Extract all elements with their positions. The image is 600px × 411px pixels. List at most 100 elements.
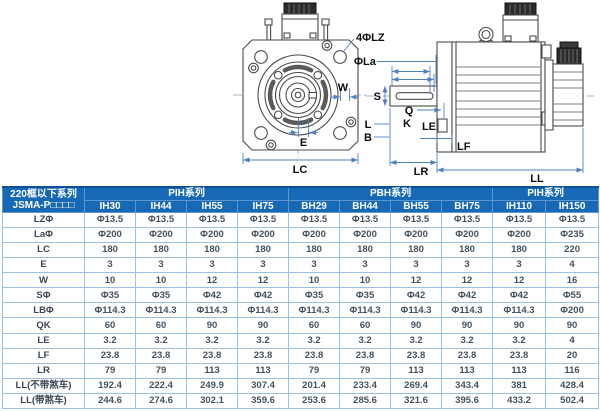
row-label: LE (2, 332, 85, 349)
value-cell: 116 (545, 362, 600, 379)
value-cell: Φ13.5 (236, 211, 290, 229)
value-cell: 3 (288, 257, 341, 274)
value-cell: 12 (441, 272, 494, 289)
value-cell: Φ13.5 (492, 211, 547, 229)
side-view (366, 2, 594, 153)
value-cell: 201.4 (288, 377, 341, 394)
value-cell: Φ13.5 (545, 211, 600, 229)
value-cell: 90 (186, 317, 238, 334)
value-cell: 60 (339, 317, 392, 334)
table-column-header-row: IH30 IH44 IH55 IH75 BH29 BH44 BH55 BH75 … (3, 199, 600, 213)
value-cell: 180 (339, 242, 392, 259)
mount-hole (254, 126, 268, 140)
value-cell: 10 (135, 272, 187, 289)
value-cell: 3.2 (135, 332, 187, 349)
pin-right (321, 18, 330, 26)
value-cell: 222.4 (135, 377, 187, 394)
value-cell: Φ235 (545, 227, 600, 244)
value-cell: Φ200 (288, 227, 341, 244)
motor-body (451, 41, 546, 153)
value-cell: Φ114.3 (84, 302, 136, 319)
value-cell: 12 (186, 272, 238, 289)
value-cell: Φ200 (135, 227, 187, 244)
value-cell: 3 (441, 257, 494, 274)
value-cell: Φ13.5 (135, 211, 187, 229)
spec-table-body: LZΦ Φ13.5 Φ13.5 Φ13.5 Φ13.5 Φ13.5 Φ13.5 Φ13.5 Φ1… (2, 211, 600, 410)
spec-table: 220框以下系列 JSMA-P□□□□ PIH系列 PBH系列 PIH系列 IH… (2, 186, 600, 410)
value-cell: Φ114.3 (339, 302, 392, 319)
value-cell: 60 (135, 317, 187, 334)
series-title-cell: 220框以下系列 JSMA-P□□□□ (2, 186, 85, 213)
column-header: IH150 (545, 199, 600, 213)
column-header: BH44 (339, 199, 392, 213)
value-cell: 60 (288, 317, 341, 334)
label-l: L (365, 119, 372, 131)
value-cell: Φ200 (492, 227, 547, 244)
value-cell: Φ13.5 (339, 211, 392, 229)
table-row: LBΦ Φ114.3 Φ114.3 Φ114.3 Φ114.3 Φ114.3 Φ114.3 Φ… (2, 302, 600, 319)
label-lc: LC (293, 164, 308, 176)
value-cell: 192.4 (84, 377, 136, 394)
technical-drawing: 4ΦLZ ΦLa W E LC (233, 2, 594, 185)
label-lr: LR (414, 166, 429, 178)
value-cell: Φ200 (236, 227, 290, 244)
value-cell: Φ42 (390, 287, 443, 304)
value-cell: Φ200 (339, 227, 392, 244)
group-header-pih: PIH系列 (83, 186, 290, 201)
value-cell: 302.1 (186, 392, 238, 410)
value-cell: 90 (236, 317, 290, 334)
value-cell: 285.6 (339, 392, 392, 410)
value-cell: 180 (135, 242, 187, 259)
value-cell: Φ114.3 (492, 302, 547, 319)
value-cell: 180 (492, 242, 547, 259)
label-q: Q (405, 105, 414, 117)
row-label: LL(不带煞车) (2, 377, 85, 394)
table-row: LE 3.2 3.2 3.2 3.2 3.2 3.2 3.2 3.2 3.2 4 (2, 332, 600, 349)
table-row: LZΦ Φ13.5 Φ13.5 Φ13.5 Φ13.5 Φ13.5 Φ13.5 Φ13.5 Φ1… (2, 211, 600, 229)
cooling-fins (456, 66, 541, 126)
value-cell: 113 (390, 362, 443, 379)
value-cell: 321.6 (390, 392, 443, 410)
value-cell: 428.4 (545, 377, 600, 394)
value-cell: 3.2 (84, 332, 136, 349)
row-label: LaΦ (2, 227, 85, 244)
label-ll: LL (530, 173, 544, 185)
pin-left (264, 18, 273, 26)
value-cell: 3.2 (339, 332, 392, 349)
value-cell: 113 (441, 362, 494, 379)
label-phi-la: ΦLa (354, 56, 377, 68)
side-view-dimensions: S Q K L B LE LF LR LL (364, 66, 584, 185)
value-cell: 180 (288, 242, 341, 259)
value-cell: 23.8 (288, 347, 341, 364)
column-header: BH75 (441, 199, 494, 213)
series-title-line2: JSMA-P□□□□ (12, 200, 75, 211)
mount-hole (254, 50, 268, 64)
value-cell: 220 (545, 242, 600, 259)
value-cell: Φ13.5 (84, 211, 136, 229)
value-cell: 23.8 (441, 347, 494, 364)
shaft-keyway (395, 92, 434, 100)
label-lf: LF (457, 141, 471, 153)
value-cell: 3.2 (236, 332, 290, 349)
value-cell: Φ200 (186, 227, 238, 244)
column-header: BH55 (390, 199, 443, 213)
value-cell: 90 (390, 317, 443, 334)
value-cell: Φ114.3 (236, 302, 290, 319)
series-title-line1: 220框以下系列 (10, 188, 77, 200)
value-cell: 233.4 (339, 377, 392, 394)
table-group-header-row: 220框以下系列 JSMA-P□□□□ PIH系列 PBH系列 PIH系列 (2, 186, 600, 213)
label-s: S (374, 91, 381, 103)
label-w: W (338, 82, 349, 94)
value-cell: 3 (186, 257, 238, 274)
value-cell: Φ114.3 (441, 302, 494, 319)
row-label: SΦ (2, 287, 85, 304)
value-cell: Φ42 (441, 287, 494, 304)
label-b: B (364, 132, 372, 144)
mount-hole (333, 126, 347, 140)
value-cell: 12 (492, 272, 547, 289)
value-cell: 79 (339, 362, 392, 379)
value-cell: 23.8 (339, 347, 392, 364)
column-header: IH30 (84, 199, 136, 213)
value-cell: Φ200 (84, 227, 136, 244)
